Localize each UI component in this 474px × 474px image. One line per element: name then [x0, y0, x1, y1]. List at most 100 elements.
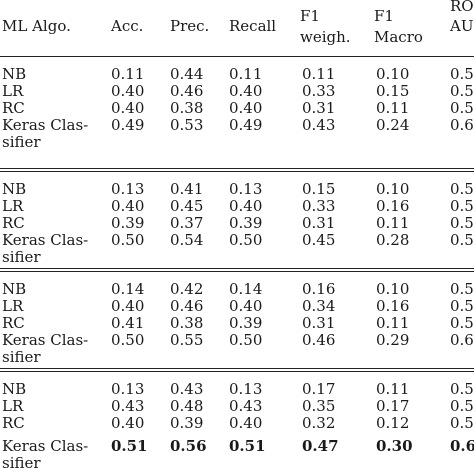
cell-acc: 0.13	[111, 180, 145, 198]
cell-recall: 0.40	[229, 197, 263, 215]
cell-recall: 0.11	[229, 65, 263, 83]
cell-f1w: 0.33	[302, 197, 336, 215]
cell-prec: 0.55	[170, 331, 204, 349]
cell-prec: 0.46	[170, 82, 204, 100]
cell-roc: 0.5	[450, 82, 474, 100]
cell-acc: 0.51	[111, 437, 148, 455]
cell-prec: 0.48	[170, 397, 204, 415]
cell-prec: 0.46	[170, 297, 204, 315]
cell-recall: 0.39	[229, 314, 263, 332]
cell-acc: 0.13	[111, 380, 145, 398]
group-rule-3	[0, 368, 474, 369]
row-algo-label-cont: sifier	[2, 248, 41, 266]
cell-f1w: 0.31	[302, 314, 336, 332]
cell-roc: 0.5	[450, 231, 474, 249]
cell-f1m: 0.11	[376, 380, 410, 398]
cell-f1m: 0.15	[376, 82, 410, 100]
cell-acc: 0.43	[111, 397, 145, 415]
cell-acc: 0.41	[111, 314, 145, 332]
cell-roc: 0.5	[450, 214, 474, 232]
header-roc-line1: RO	[450, 0, 474, 15]
cell-f1m: 0.28	[376, 231, 410, 249]
cell-f1m: 0.10	[376, 180, 410, 198]
row-algo-label: RC	[2, 314, 25, 332]
cell-f1w: 0.45	[302, 231, 336, 249]
cell-prec: 0.38	[170, 99, 204, 117]
header-recall: Recall	[229, 17, 277, 35]
cell-prec: 0.54	[170, 231, 204, 249]
row-algo-label: RC	[2, 214, 25, 232]
cell-recall: 0.40	[229, 297, 263, 315]
group-rule-3b	[0, 371, 474, 372]
cell-f1m: 0.30	[376, 437, 413, 455]
row-algo-label: NB	[2, 280, 27, 298]
cell-f1m: 0.11	[376, 99, 410, 117]
cell-roc: 0.5	[450, 314, 474, 332]
cell-f1m: 0.16	[376, 297, 410, 315]
cell-f1w: 0.31	[302, 214, 336, 232]
cell-prec: 0.45	[170, 197, 204, 215]
cell-roc: 0.5	[450, 180, 474, 198]
row-algo-label: LR	[2, 82, 24, 100]
cell-f1m: 0.11	[376, 214, 410, 232]
cell-roc: 0.5	[450, 414, 474, 432]
cell-acc: 0.49	[111, 116, 145, 134]
cell-f1m: 0.29	[376, 331, 410, 349]
cell-f1m: 0.24	[376, 116, 410, 134]
cell-prec: 0.44	[170, 65, 204, 83]
cell-prec: 0.41	[170, 180, 204, 198]
cell-prec: 0.56	[170, 437, 207, 455]
cell-roc: 0.5	[450, 99, 474, 117]
row-algo-label: LR	[2, 397, 24, 415]
header-f1-weighted-line1: F1	[300, 7, 320, 25]
header-f1-macro-line2: Macro	[374, 28, 423, 46]
header-ml-algo: ML Algo.	[2, 17, 71, 35]
cell-prec: 0.37	[170, 214, 204, 232]
cell-prec: 0.38	[170, 314, 204, 332]
cell-f1w: 0.46	[302, 331, 336, 349]
row-algo-label: LR	[2, 197, 24, 215]
cell-recall: 0.13	[229, 380, 263, 398]
cell-acc: 0.40	[111, 99, 145, 117]
group-rule-2b	[0, 271, 474, 272]
cell-acc: 0.50	[111, 231, 145, 249]
cell-f1m: 0.10	[376, 65, 410, 83]
cell-f1w: 0.33	[302, 82, 336, 100]
header-rule	[0, 56, 474, 57]
cell-recall: 0.40	[229, 414, 263, 432]
cell-acc: 0.40	[111, 297, 145, 315]
header-roc-line2: AU	[450, 17, 474, 35]
row-algo-label: RC	[2, 99, 25, 117]
row-algo-label-cont: sifier	[2, 348, 41, 366]
group-rule-2	[0, 268, 474, 269]
cell-recall: 0.43	[229, 397, 263, 415]
cell-recall: 0.39	[229, 214, 263, 232]
cell-recall: 0.50	[229, 231, 263, 249]
row-algo-label: RC	[2, 414, 25, 432]
cell-prec: 0.43	[170, 380, 204, 398]
cell-f1w: 0.31	[302, 99, 336, 117]
cell-roc: 0.5	[450, 280, 474, 298]
cell-f1w: 0.17	[302, 380, 336, 398]
cell-prec: 0.39	[170, 414, 204, 432]
cell-f1w: 0.43	[302, 116, 336, 134]
row-algo-label: NB	[2, 65, 27, 83]
cell-roc: 0.5	[450, 197, 474, 215]
cell-acc: 0.40	[111, 414, 145, 432]
cell-f1m: 0.17	[376, 397, 410, 415]
cell-recall: 0.50	[229, 331, 263, 349]
cell-f1m: 0.11	[376, 314, 410, 332]
row-algo-label: Keras Clas-	[2, 437, 89, 455]
row-algo-label: Keras Clas-	[2, 331, 89, 349]
cell-prec: 0.42	[170, 280, 204, 298]
group-rule-1b	[0, 171, 474, 172]
row-algo-label: LR	[2, 297, 24, 315]
row-algo-label: NB	[2, 380, 27, 398]
cell-recall: 0.13	[229, 180, 263, 198]
cell-f1w: 0.47	[302, 437, 339, 455]
cell-acc: 0.39	[111, 214, 145, 232]
cell-f1w: 0.15	[302, 180, 336, 198]
row-algo-label-cont: sifier	[2, 454, 41, 472]
cell-roc: 0.5	[450, 397, 474, 415]
